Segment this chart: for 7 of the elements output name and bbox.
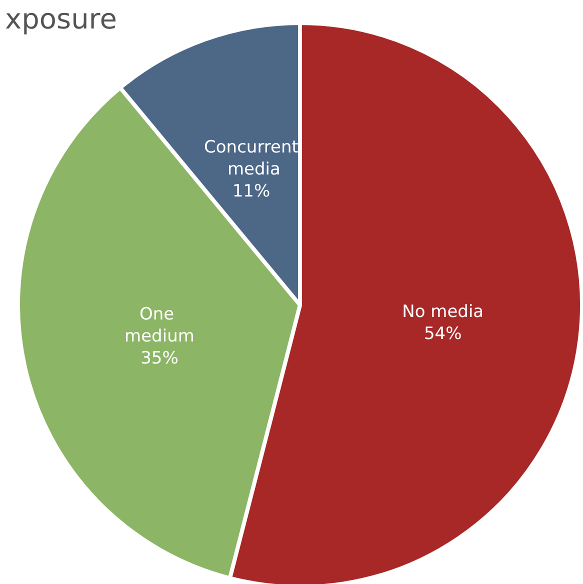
data-label: 11% [232,182,270,202]
chart-title: xposure [5,2,117,36]
slice-label: One medium [124,304,194,346]
data-label: 35% [140,348,178,368]
slice-label: Concurrent media [204,138,299,180]
data-label: 54% [424,324,462,344]
slice-label: No media [402,302,484,322]
